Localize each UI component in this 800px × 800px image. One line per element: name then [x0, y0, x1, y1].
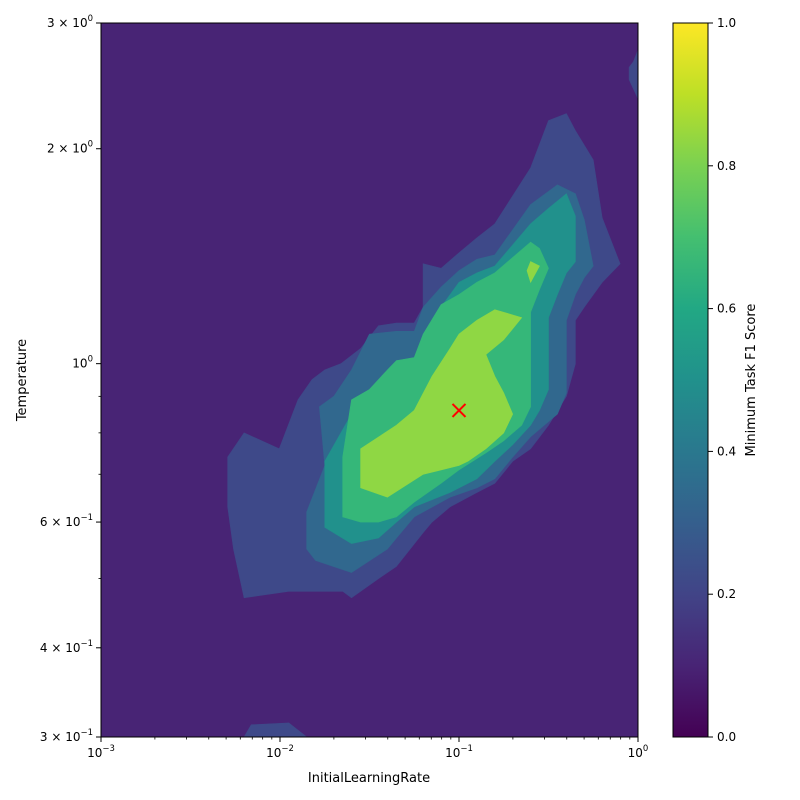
x-tick-label: 10−1: [445, 744, 473, 760]
colorbar-tick-label: 0.2: [717, 587, 736, 601]
contour-level-1-region-1: [243, 722, 308, 737]
y-axis-label: Temperature: [15, 339, 30, 422]
x-tick-label: 10−2: [266, 744, 294, 760]
x-axis-label: InitialLearningRate: [308, 771, 430, 786]
contour-level-5-region-1: [526, 261, 540, 284]
colorbar-label: Minimum Task F1 Score: [744, 304, 759, 457]
plot-frame: [100, 22, 639, 738]
x-axis-ticks: 10−3 10−2 10−1 100: [87, 737, 648, 760]
colorbar-tick-label: 0.4: [717, 444, 736, 458]
y-tick-label: 4 × 10−1: [40, 639, 93, 655]
y-tick-label: 3 × 100: [47, 14, 93, 30]
contour-level-5-region-0: [360, 309, 523, 498]
x-tick-label: 10−3: [87, 744, 115, 760]
y-tick-label: 2 × 100: [47, 140, 93, 156]
y-tick-label: 6 × 10−1: [40, 513, 93, 529]
colorbar: [672, 22, 709, 738]
contour-level-1-region-2: [628, 49, 638, 99]
colorbar-tick-label: 1.0: [717, 16, 736, 30]
colorbar-tick-label: 0.8: [717, 159, 736, 173]
x-tick-label: 100: [628, 744, 649, 760]
colorbar-ticks: 0.0 0.2 0.4 0.6 0.8 1.0: [708, 16, 736, 744]
y-axis-ticks: 3 × 10−1 4 × 10−1 6 × 10−1 100 2 × 100 3 × 10…: [40, 14, 101, 744]
best-point-stroke-1: [451, 403, 467, 418]
contour-fills: [101, 23, 638, 737]
colorbar-tick-label: 0.6: [717, 302, 736, 316]
y-tick-label: 3 × 10−1: [40, 728, 93, 744]
colorbar-tick-label: 0.0: [717, 730, 736, 744]
y-tick-label: 100: [72, 355, 93, 371]
best-point-marker: [451, 403, 467, 418]
